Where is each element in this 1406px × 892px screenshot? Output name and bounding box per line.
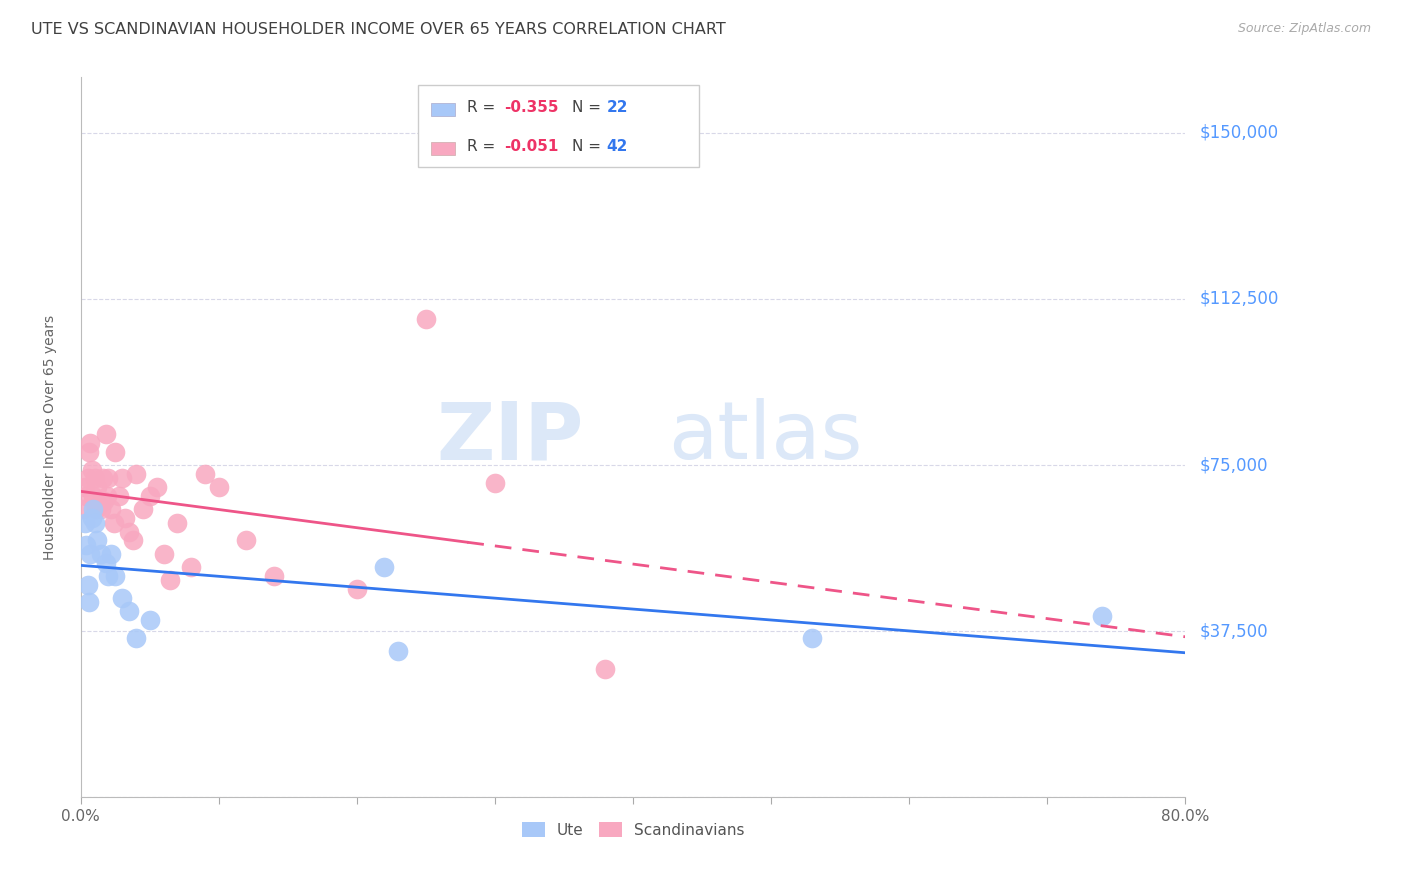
Point [145,480,167,494]
Point [97,569,120,583]
Point [139,613,162,627]
Point [111,471,134,485]
Point [73,480,96,494]
Text: $150,000: $150,000 [1199,124,1278,142]
Text: $37,500: $37,500 [1199,623,1268,640]
Point [132,502,155,516]
Text: ZIP: ZIP [436,399,583,476]
Point [180,560,202,574]
Point [104,445,127,459]
Text: 22: 22 [606,100,628,115]
Text: UTE VS SCANDINAVIAN HOUSEHOLDER INCOME OVER 65 YEARS CORRELATION CHART: UTE VS SCANDINAVIAN HOUSEHOLDER INCOME O… [31,22,725,37]
Point [194,467,217,481]
Point [84,502,107,516]
FancyBboxPatch shape [418,85,699,168]
Text: N =: N = [572,100,606,115]
Point [91,471,114,485]
Point [166,516,188,530]
Point [100,547,122,561]
Point [104,569,127,583]
Point [94,556,117,570]
Point [118,524,141,539]
Point [100,502,122,516]
Point [87,498,110,512]
Point [86,533,108,548]
Point [114,511,136,525]
Legend: Ute, Scandinavians: Ute, Scandinavians [516,815,751,844]
Text: -0.355: -0.355 [503,100,558,115]
Text: -0.051: -0.051 [503,139,558,154]
Point [415,312,437,326]
Point [79,547,101,561]
FancyBboxPatch shape [430,142,456,155]
Point [82,489,104,503]
Point [139,489,162,503]
Point [118,604,141,618]
Point [387,644,409,658]
Point [93,493,115,508]
Point [94,427,117,442]
Point [484,475,506,490]
Point [108,489,131,503]
Point [83,516,105,530]
Text: R =: R = [467,100,501,115]
Point [75,489,97,503]
Point [73,516,96,530]
Point [125,467,148,481]
Point [77,595,100,609]
Y-axis label: Householder Income Over 65 years: Householder Income Over 65 years [44,315,58,560]
Point [1091,608,1114,623]
FancyBboxPatch shape [430,103,456,117]
Point [373,560,395,574]
Point [72,502,94,516]
Point [76,471,98,485]
Point [79,436,101,450]
Point [208,480,231,494]
Point [77,445,100,459]
Point [82,502,104,516]
Text: $112,500: $112,500 [1199,290,1278,308]
Point [90,502,112,516]
Point [235,533,257,548]
Point [263,569,285,583]
Point [96,489,118,503]
Point [111,591,134,605]
Point [125,631,148,645]
Text: Source: ZipAtlas.com: Source: ZipAtlas.com [1237,22,1371,36]
Point [83,471,105,485]
Point [80,511,103,525]
Text: R =: R = [467,139,501,154]
Point [90,547,112,561]
Point [86,480,108,494]
Point [346,582,368,597]
Text: 42: 42 [606,139,628,154]
Point [97,471,120,485]
Text: N =: N = [572,139,606,154]
Point [76,578,98,592]
Point [80,462,103,476]
Point [159,574,181,588]
Point [103,516,125,530]
Point [595,662,617,676]
Point [122,533,145,548]
Point [801,631,824,645]
Point [75,538,97,552]
Point [152,547,174,561]
Text: $75,000: $75,000 [1199,456,1268,475]
Text: atlas: atlas [668,399,863,476]
